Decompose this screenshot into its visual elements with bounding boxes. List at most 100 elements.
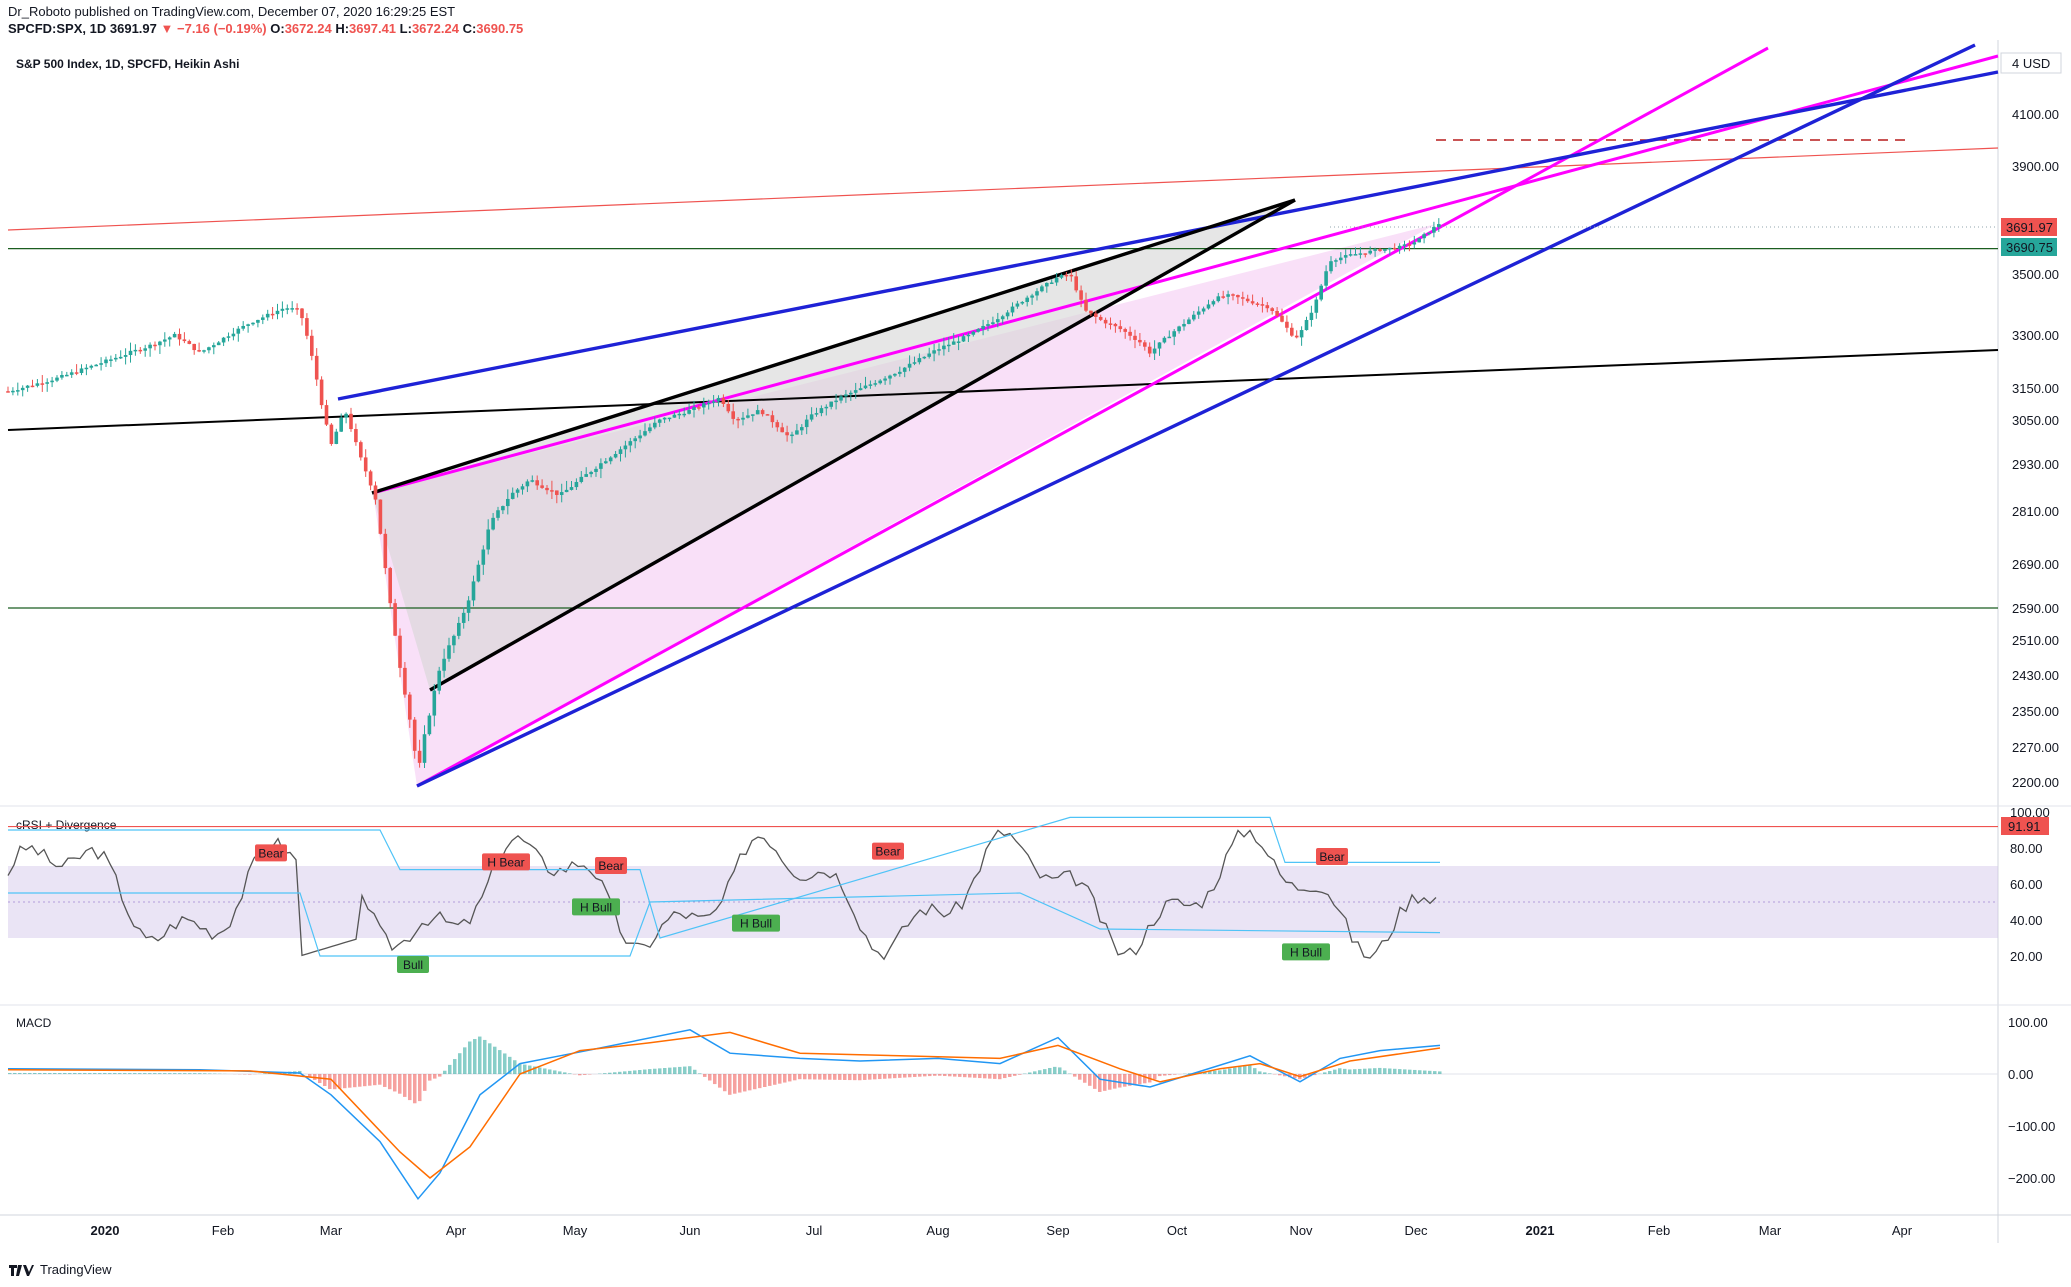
candle-body	[608, 457, 613, 462]
macd-histogram-bar	[673, 1067, 677, 1074]
macd-histogram-bar	[778, 1074, 782, 1084]
candle-body	[902, 367, 907, 372]
chart-canvas[interactable]: S&P 500 Index, 1D, SPCFD, Heikin Ashi cR…	[0, 40, 2071, 1250]
macd-histogram-bar	[618, 1071, 622, 1074]
macd-histogram-bar	[1038, 1070, 1042, 1074]
macd-histogram-bar	[1383, 1068, 1387, 1074]
candle-body	[40, 383, 45, 385]
time-tick-label: 2020	[91, 1223, 120, 1238]
publisher-name[interactable]: Dr_Roboto	[8, 4, 71, 19]
macd-histogram-bar	[693, 1069, 697, 1074]
crsi-upper-band	[8, 816, 1440, 939]
candle-body	[1402, 244, 1407, 246]
price-tick-label: 2810.00	[2012, 504, 2059, 519]
macd-histogram-bar	[383, 1074, 387, 1087]
macd-histogram-bar	[873, 1074, 877, 1080]
candle-body	[1280, 315, 1284, 322]
macd-histogram-bar	[113, 1073, 117, 1074]
macd-histogram-bar	[563, 1072, 567, 1074]
candle-body	[496, 510, 500, 518]
candle-body	[241, 325, 245, 329]
macd-histogram-bar	[728, 1074, 732, 1095]
candle-body	[1363, 253, 1368, 255]
macd-histogram-bar	[1428, 1070, 1432, 1074]
candle-body	[20, 387, 25, 391]
candle-body	[457, 622, 461, 636]
time-tick-label: Jun	[680, 1223, 701, 1238]
price-tick-label: 3500.00	[2012, 267, 2059, 282]
macd-histogram-bar	[1003, 1074, 1007, 1079]
macd-histogram-bar	[1268, 1073, 1272, 1074]
macd-histogram-bar	[888, 1074, 892, 1079]
last-price-badge	[2001, 218, 2057, 236]
macd-histogram-bar	[553, 1070, 557, 1074]
macd-histogram-bar	[653, 1068, 657, 1074]
macd-histogram-bar	[883, 1074, 887, 1079]
candle-body	[1334, 260, 1338, 262]
candle-body	[408, 694, 412, 720]
black-wedge-upper	[371, 198, 1296, 495]
candle-body	[207, 347, 211, 351]
currency-badge[interactable]	[2000, 52, 2062, 74]
candle-body	[1015, 303, 1020, 307]
macd-histogram-bar	[933, 1074, 937, 1076]
candle-body	[437, 670, 441, 691]
candle-body	[1094, 313, 1098, 317]
symbol: SPCFD:SPX, 1D	[8, 21, 107, 36]
macd-histogram-bar	[1053, 1066, 1057, 1074]
macd-histogram-bar	[1303, 1074, 1307, 1078]
candle-body	[163, 339, 167, 342]
candle-body	[711, 401, 716, 403]
time-tick-label: Apr	[446, 1223, 467, 1238]
publish-info: Dr_Roboto published on TradingView.com, …	[8, 4, 455, 20]
candle-body	[1216, 296, 1221, 302]
candle-body	[594, 468, 598, 472]
candle-body	[520, 486, 525, 490]
candle-body	[471, 581, 476, 601]
candle-body	[45, 382, 49, 384]
macd-histogram-bar	[948, 1074, 952, 1077]
candle-body	[501, 506, 505, 511]
macd-tick-label: 0.00	[2008, 1067, 2033, 1082]
candle-body	[1339, 257, 1343, 261]
candle-body	[35, 383, 40, 386]
candle-body	[1118, 326, 1123, 330]
candle-body	[359, 442, 363, 458]
candle-body	[1324, 271, 1328, 286]
candle-body	[138, 349, 143, 352]
candle-body	[927, 353, 931, 357]
candle-body	[991, 322, 995, 325]
candle-body	[275, 310, 280, 315]
candle-body	[760, 410, 765, 415]
trend-lines[interactable]	[7, 43, 1999, 788]
macd-histogram-bar	[1008, 1074, 1012, 1077]
macd-histogram-bar	[493, 1046, 497, 1074]
macd-histogram-bar	[143, 1073, 147, 1074]
macd-histogram-bar	[308, 1074, 312, 1077]
candle-body	[702, 403, 706, 408]
macd-histogram-bar	[1098, 1074, 1102, 1092]
candle-body	[1030, 295, 1034, 298]
candle-body	[1412, 242, 1417, 245]
macd-histogram-bar	[78, 1073, 82, 1074]
macd-histogram-bar	[1323, 1072, 1327, 1074]
candle-body	[765, 414, 770, 416]
time-tick-label: May	[563, 1223, 588, 1238]
macd-histogram-bar	[548, 1069, 552, 1074]
candle-body	[167, 337, 172, 340]
macd-histogram-bar	[543, 1068, 547, 1074]
macd-histogram-bar	[898, 1074, 902, 1078]
candle-body	[1201, 308, 1206, 312]
macd-tick-label: −100.00	[2008, 1119, 2055, 1134]
candle-body	[638, 435, 642, 439]
macd-histogram-bar	[748, 1074, 752, 1091]
candle-body	[564, 489, 569, 493]
magenta-wedge-lower	[416, 46, 1769, 788]
macd-histogram-bar	[1313, 1074, 1317, 1076]
low-value: 3672.24	[411, 21, 459, 36]
price-axis[interactable]: 4100.00 3900.00 3500.00 3300.00 3150.00 3050.…	[2008, 107, 2059, 1186]
time-axis[interactable]: 2020 Feb Mar Apr May Jun Jul Aug Sep Oct Nov Dec 202…	[91, 1223, 1913, 1238]
macd-histogram-bar	[938, 1074, 942, 1076]
candle-body	[555, 490, 559, 495]
macd-histogram-bar	[1228, 1068, 1232, 1074]
